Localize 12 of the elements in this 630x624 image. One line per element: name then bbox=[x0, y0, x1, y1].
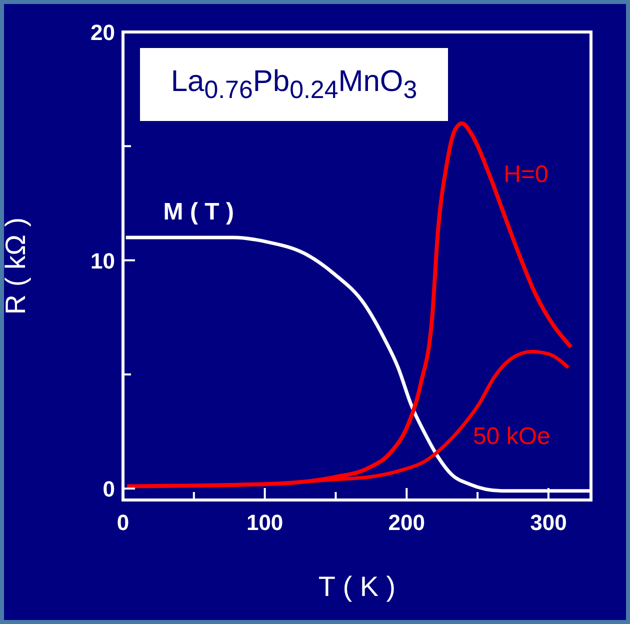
x-tick-label: 100 bbox=[246, 510, 284, 535]
y-tick-label: 10 bbox=[90, 248, 115, 274]
series-label: H=0 bbox=[504, 160, 548, 188]
x-tick-label: 200 bbox=[388, 510, 425, 535]
series-label: M ( T ) bbox=[163, 198, 234, 226]
text: La$_{0.76}$Pb$_{0.24}$MnO$_{3}$ bbox=[170, 64, 418, 104]
y-axis-title: R ( kΩ ) bbox=[0, 217, 31, 315]
y-tick-label: 20 bbox=[90, 20, 115, 45]
series-label: 50 kOe bbox=[472, 423, 550, 450]
x-axis-title: T ( K ) bbox=[318, 571, 396, 602]
x-tick-label: 300 bbox=[530, 510, 567, 535]
y-tick-label: 0 bbox=[102, 476, 115, 502]
